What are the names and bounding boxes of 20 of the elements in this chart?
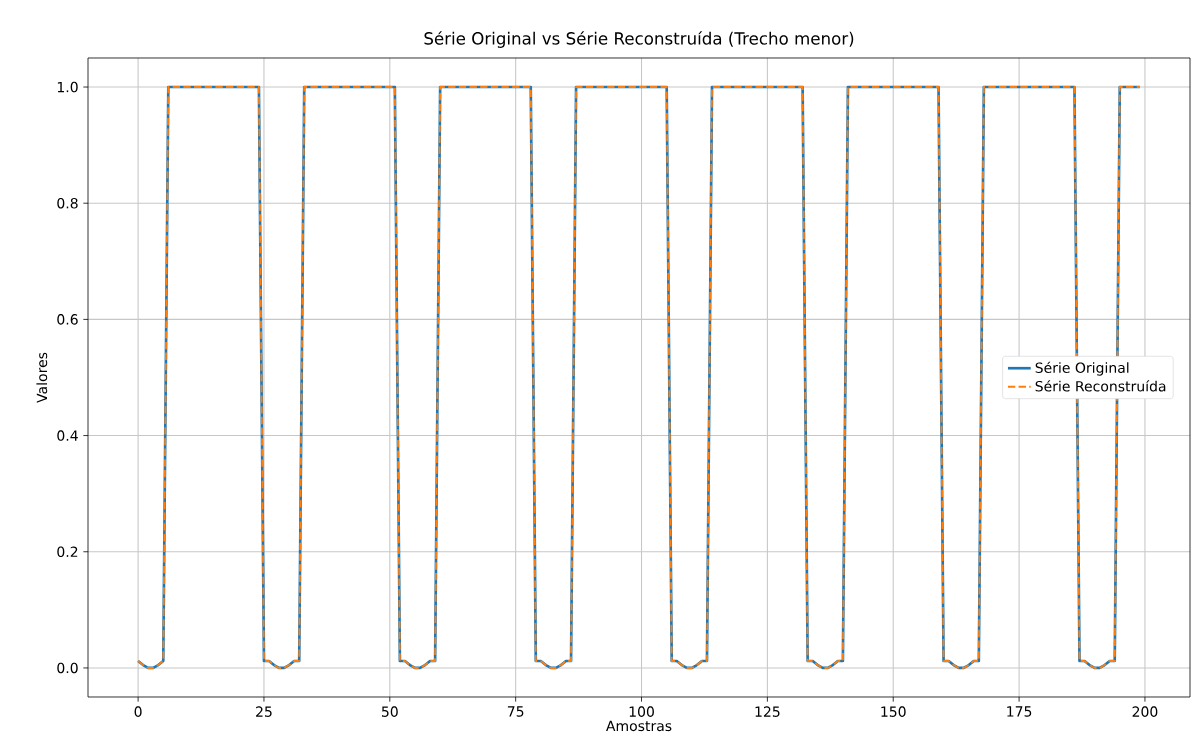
- x-tick-label: 175: [1007, 706, 1032, 717]
- x-tick-label: 200: [1132, 706, 1158, 717]
- y-tick-label: 1.0: [57, 81, 78, 93]
- x-tick-label: 25: [256, 706, 272, 717]
- legend-label: Série Reconstruída: [1035, 380, 1166, 392]
- x-axis-title: Amostras: [606, 720, 672, 732]
- x-tick-label: 125: [755, 706, 780, 717]
- legend-label: Série Original: [1035, 361, 1129, 376]
- y-tick-label: 0.2: [57, 546, 78, 558]
- y-tick-label: 0.8: [57, 197, 78, 209]
- x-tick-label: 75: [507, 706, 524, 717]
- x-tick-label: 50: [381, 706, 398, 717]
- x-tick-label: 0: [134, 706, 142, 717]
- x-tick-label: 150: [881, 706, 906, 717]
- y-axis-title: Valores: [36, 352, 48, 403]
- y-tick-label: 0.6: [57, 314, 78, 325]
- y-tick-label: 0.4: [57, 430, 78, 441]
- chart-title: Série Original vs Série Reconstruída (Trecho menor): [424, 31, 854, 48]
- y-tick-label: 0.0: [57, 662, 78, 674]
- x-tick-label: 100: [629, 706, 654, 717]
